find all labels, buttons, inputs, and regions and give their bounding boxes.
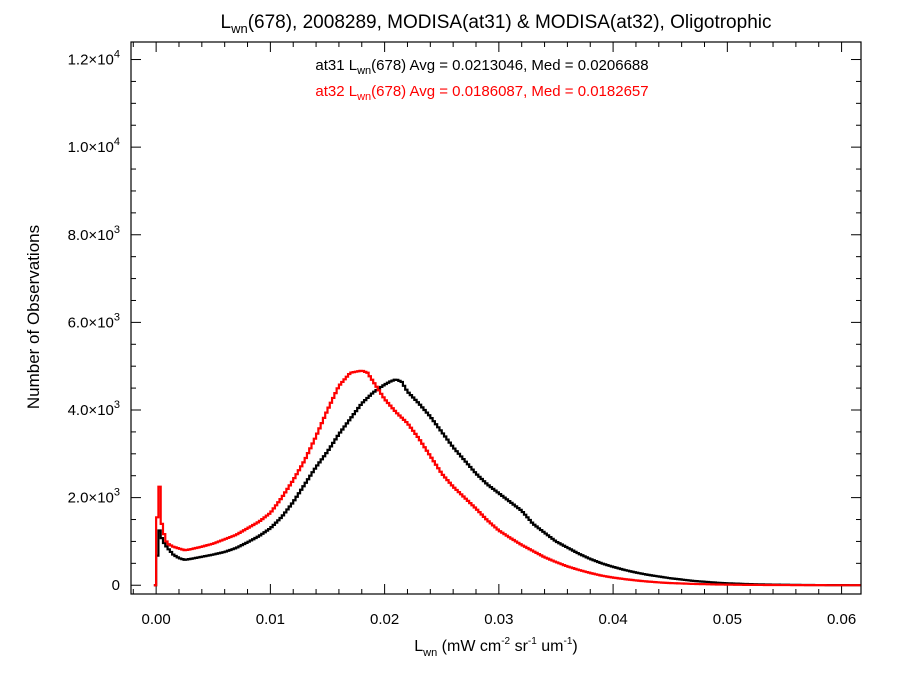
y-tick-label: 0 bbox=[112, 577, 120, 594]
y-tick-label: 1.2×104 bbox=[68, 49, 120, 69]
axis-ticks: 0.00 0.01 0.02 0.03 0.04 0.05 0.06 0 2.0×103 4.0×… bbox=[68, 42, 861, 628]
y-axis-label: Number of Observations bbox=[24, 225, 43, 409]
annotation-at31: at31 Lwn(678) Avg = 0.0213046, Med = 0.0… bbox=[315, 57, 648, 77]
x-tick-label: 0.03 bbox=[484, 611, 513, 628]
x-axis-label: Lwn (mW cm-2 sr-1 um-1) bbox=[414, 636, 577, 659]
x-tick-label: 0.01 bbox=[256, 611, 285, 628]
data-series bbox=[153, 369, 861, 587]
x-tick-label: 0.05 bbox=[713, 611, 742, 628]
y-tick-label: 6.0×103 bbox=[68, 311, 120, 331]
y-tick-label: 4.0×103 bbox=[68, 399, 120, 419]
y-tick-label: 2.0×103 bbox=[68, 487, 120, 507]
x-tick-label: 0.00 bbox=[142, 611, 171, 628]
y-tick-label: 8.0×103 bbox=[68, 224, 120, 244]
x-tick-label: 0.04 bbox=[598, 611, 627, 628]
y-tick-label: 1.0×104 bbox=[68, 136, 120, 156]
series-line-1 bbox=[153, 369, 861, 587]
x-tick-label: 0.06 bbox=[827, 611, 856, 628]
plot-frame bbox=[130, 41, 862, 595]
x-tick-label: 0.02 bbox=[370, 611, 399, 628]
series-line-0 bbox=[153, 378, 861, 587]
chart-title: Lwn(678), 2008289, MODISA(at31) & MODISA… bbox=[221, 12, 772, 36]
annotation-at32: at32 Lwn(678) Avg = 0.0186087, Med = 0.0… bbox=[315, 83, 648, 103]
